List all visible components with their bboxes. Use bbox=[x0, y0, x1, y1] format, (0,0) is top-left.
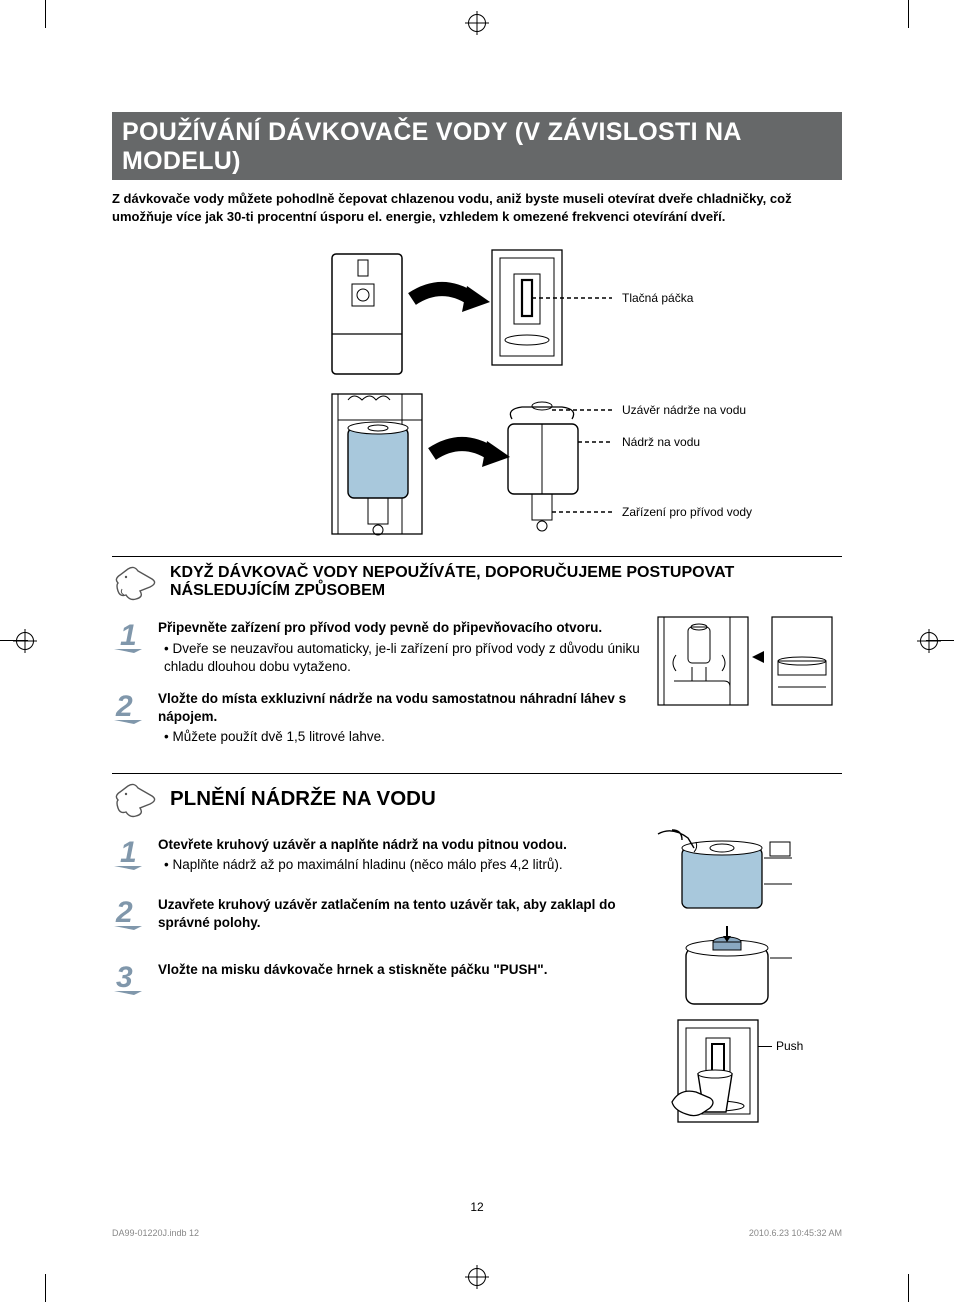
svg-text:2: 2 bbox=[115, 896, 133, 929]
fill-step-1: 1 Otevřete kruhový uzávěr a naplňte nádr… bbox=[112, 836, 642, 874]
step-illustration bbox=[652, 611, 842, 760]
callout-supply: Zařízení pro přívod vody bbox=[622, 505, 752, 519]
svg-text:1: 1 bbox=[120, 619, 137, 652]
section-not-in-use: KDYŽ DÁVKOVAČ VODY NEPOUŽÍVÁTE, DOPORUČU… bbox=[112, 556, 842, 760]
step-bullet: Můžete použít dvě 1,5 litrové lahve. bbox=[164, 728, 642, 746]
svg-text:2: 2 bbox=[115, 690, 133, 723]
section-filling-tank: PLNĚNÍ NÁDRŽE NA VODU 1 Otevřete kruhový… bbox=[112, 773, 842, 1131]
callout-tank: Nádrž na vodu bbox=[622, 435, 700, 449]
fill-step-2: 2 Uzavřete kruhový uzávěr zatlačením na … bbox=[112, 896, 642, 932]
push-label: Push bbox=[776, 1039, 803, 1053]
step-heading: Vložte na misku dávkovače hrnek a stiskn… bbox=[158, 962, 547, 977]
divider bbox=[112, 556, 842, 557]
page-content: POUŽÍVÁNÍ DÁVKOVAČE VODY (V ZÁVISLOSTI N… bbox=[88, 56, 866, 1246]
step-number-icon: 3 bbox=[112, 961, 146, 995]
step-number-icon: 2 bbox=[112, 896, 146, 930]
pointing-hand-icon bbox=[112, 780, 156, 818]
step-bullet: Naplňte nádrž až po maximální hladinu (n… bbox=[164, 856, 642, 874]
fill-step-3: 3 Vložte na misku dávkovače hrnek a stis… bbox=[112, 961, 642, 995]
page-title: POUŽÍVÁNÍ DÁVKOVAČE VODY (V ZÁVISLOSTI N… bbox=[112, 112, 842, 180]
svg-text:1: 1 bbox=[120, 836, 137, 869]
section-title: PLNĚNÍ NÁDRŽE NA VODU bbox=[170, 787, 436, 811]
step-number-icon: 1 bbox=[112, 836, 146, 870]
step-heading: Uzavřete kruhový uzávěr zatlačením na te… bbox=[158, 897, 616, 930]
crop-mark bbox=[45, 1274, 46, 1302]
intro-text: Z dávkovače vody můžete pohodlně čepovat… bbox=[112, 190, 842, 226]
pour-illustration bbox=[652, 828, 802, 914]
registration-mark-icon bbox=[468, 14, 486, 32]
step-heading: Vložte do místa exkluzivní nádrže na vod… bbox=[158, 691, 626, 724]
section-title: KDYŽ DÁVKOVAČ VODY NEPOUŽÍVÁTE, DOPORUČU… bbox=[170, 564, 842, 600]
step-number-icon: 1 bbox=[112, 619, 146, 653]
registration-mark-icon bbox=[920, 632, 938, 650]
overview-diagram: Tlačná páčka Uzávěr nádrže na vodu Nádrž… bbox=[112, 244, 842, 544]
crop-mark bbox=[908, 0, 909, 28]
callout-tank-cap: Uzávěr nádrže na vodu bbox=[622, 403, 746, 417]
close-cap-illustration bbox=[652, 922, 802, 1008]
registration-mark-icon bbox=[468, 1268, 486, 1286]
pointing-hand-icon bbox=[112, 563, 156, 601]
step-2: 2 Vložte do místa exkluzivní nádrže na v… bbox=[112, 690, 642, 747]
step-1: 1 Připevněte zařízení pro přívod vody pe… bbox=[112, 619, 642, 676]
svg-text:3: 3 bbox=[116, 961, 133, 994]
callout-lever: Tlačná páčka bbox=[622, 291, 693, 305]
crop-mark bbox=[908, 1274, 909, 1302]
divider bbox=[112, 773, 842, 774]
page-number: 12 bbox=[470, 1200, 483, 1214]
diagram-svg bbox=[112, 244, 842, 544]
push-illustration bbox=[652, 1016, 802, 1126]
footer-timestamp: 2010.6.23 10:45:32 AM bbox=[749, 1228, 842, 1238]
registration-mark-icon bbox=[16, 632, 34, 650]
step-number-icon: 2 bbox=[112, 690, 146, 724]
crop-mark bbox=[45, 0, 46, 28]
step-heading: Otevřete kruhový uzávěr a naplňte nádrž … bbox=[158, 837, 567, 852]
step-bullet: Dveře se neuzavřou automaticky, je-li za… bbox=[164, 640, 642, 676]
fill-illustrations: Push bbox=[652, 828, 842, 1131]
step-heading: Připevněte zařízení pro přívod vody pevn… bbox=[158, 620, 602, 635]
callout-tick bbox=[758, 1046, 772, 1047]
footer-filename: DA99-01220J.indb 12 bbox=[112, 1228, 199, 1238]
